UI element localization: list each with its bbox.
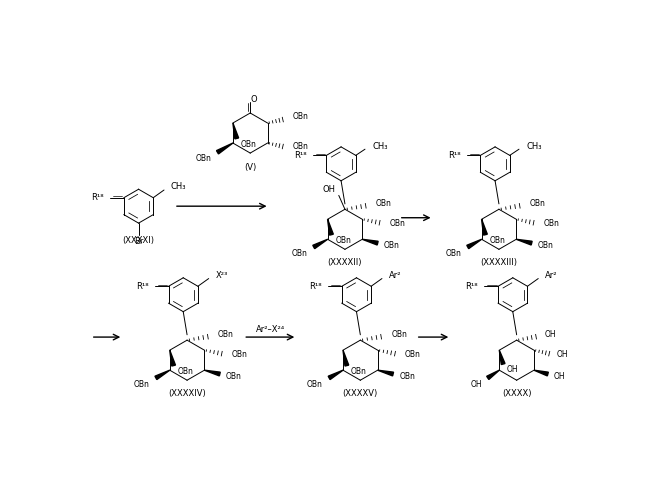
Polygon shape — [467, 240, 482, 249]
Text: CH₃: CH₃ — [527, 142, 542, 151]
Text: OH: OH — [544, 329, 556, 338]
Text: OH: OH — [557, 349, 569, 358]
Text: (XXXXII): (XXXXII) — [328, 258, 362, 267]
Text: Ar²–X²⁴: Ar²–X²⁴ — [256, 325, 285, 334]
Text: OBn: OBn — [292, 142, 308, 151]
Text: OH: OH — [471, 380, 482, 389]
Text: OBn: OBn — [351, 367, 366, 376]
Text: R¹⁸: R¹⁸ — [136, 282, 149, 291]
Text: OBn: OBn — [529, 199, 546, 208]
Text: OH: OH — [507, 365, 518, 374]
Text: Ar²: Ar² — [545, 271, 557, 280]
Polygon shape — [233, 123, 239, 139]
Text: R¹⁸: R¹⁸ — [294, 151, 306, 160]
Text: OBn: OBn — [307, 380, 323, 389]
Text: Br: Br — [134, 237, 143, 246]
Text: OBn: OBn — [177, 367, 193, 376]
Text: OBn: OBn — [218, 329, 234, 338]
Text: OBn: OBn — [543, 219, 559, 228]
Text: (XXXXI): (XXXXI) — [123, 237, 155, 246]
Polygon shape — [534, 370, 548, 376]
Text: CH₃: CH₃ — [171, 183, 186, 192]
Text: OBn: OBn — [291, 249, 308, 257]
Text: O: O — [251, 95, 258, 104]
Text: (XXXXIII): (XXXXIII) — [481, 258, 518, 267]
Text: OBn: OBn — [292, 112, 308, 121]
Text: OBn: OBn — [489, 237, 505, 246]
Text: OBn: OBn — [335, 237, 351, 246]
Text: (XXXXIV): (XXXXIV) — [168, 389, 206, 398]
Text: X²³: X²³ — [216, 271, 228, 280]
Text: OBn: OBn — [391, 329, 407, 338]
Polygon shape — [482, 219, 487, 235]
Text: (XXXXV): (XXXXV) — [343, 389, 378, 398]
Polygon shape — [363, 240, 378, 245]
Text: OBn: OBn — [405, 349, 421, 358]
Polygon shape — [343, 350, 349, 366]
Polygon shape — [486, 370, 499, 380]
Text: Ar²: Ar² — [389, 271, 402, 280]
Text: OBn: OBn — [226, 372, 242, 381]
Text: OH: OH — [554, 372, 565, 381]
Polygon shape — [516, 240, 532, 245]
Polygon shape — [327, 219, 333, 235]
Text: OBn: OBn — [196, 154, 211, 163]
Text: OBn: OBn — [376, 199, 392, 208]
Polygon shape — [313, 240, 327, 249]
Polygon shape — [205, 370, 220, 376]
Text: OBn: OBn — [384, 241, 400, 250]
Text: CH₃: CH₃ — [373, 142, 388, 151]
Text: OBn: OBn — [399, 372, 415, 381]
Text: OBn: OBn — [446, 249, 462, 257]
Text: R¹⁸: R¹⁸ — [448, 151, 460, 160]
Text: R¹⁸: R¹⁸ — [91, 193, 104, 202]
Polygon shape — [155, 370, 170, 380]
Polygon shape — [378, 370, 394, 376]
Text: R¹⁸: R¹⁸ — [466, 282, 478, 291]
Polygon shape — [499, 350, 505, 365]
Text: OBn: OBn — [538, 241, 554, 250]
Polygon shape — [216, 143, 233, 154]
Polygon shape — [328, 370, 343, 380]
Text: OBn: OBn — [241, 140, 256, 149]
Text: (V): (V) — [244, 163, 256, 172]
Text: OBn: OBn — [231, 349, 247, 358]
Text: OH: OH — [323, 185, 336, 194]
Text: R¹⁸: R¹⁸ — [309, 282, 322, 291]
Text: OBn: OBn — [389, 219, 405, 228]
Polygon shape — [170, 350, 175, 366]
Text: (XXXX): (XXXX) — [502, 389, 531, 398]
Text: OBn: OBn — [134, 380, 150, 389]
